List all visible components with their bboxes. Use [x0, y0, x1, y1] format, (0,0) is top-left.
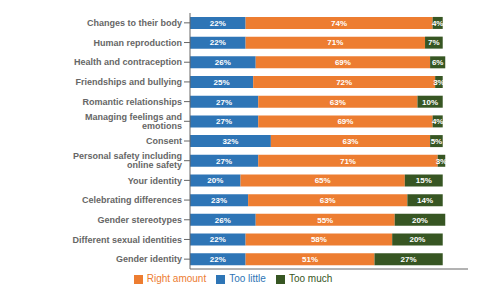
- svg-text:32%: 32%: [222, 137, 238, 146]
- svg-text:22%: 22%: [210, 255, 226, 264]
- svg-text:63%: 63%: [330, 98, 346, 107]
- svg-text:5%: 5%: [431, 137, 443, 146]
- svg-text:74%: 74%: [331, 19, 347, 28]
- html-text:Too much: Too much: [288, 273, 333, 284]
- svg-text:3%: 3%: [436, 157, 448, 166]
- svg-text:26%: 26%: [215, 216, 231, 225]
- svg-text:71%: 71%: [327, 38, 343, 47]
- svg-text:Managing feelings andemotions: Managing feelings andemotions: [85, 112, 182, 131]
- html-text:Too little: Too little: [229, 273, 266, 284]
- svg-text:20%: 20%: [207, 176, 223, 185]
- svg-text:51%: 51%: [302, 255, 318, 264]
- svg-text:71%: 71%: [340, 157, 356, 166]
- svg-text:20%: 20%: [412, 216, 428, 225]
- svg-text:27%: 27%: [216, 98, 232, 107]
- svg-text:20%: 20%: [409, 235, 425, 244]
- svg-text:23%: 23%: [211, 196, 227, 205]
- svg-text:Personal safety includingonlin: Personal safety includingonline safety: [73, 151, 182, 170]
- svg-text:Gender stereotypes: Gender stereotypes: [97, 215, 182, 225]
- svg-text:25%: 25%: [214, 78, 230, 87]
- svg-text:27%: 27%: [401, 255, 417, 264]
- svg-text:Celebrating differences: Celebrating differences: [82, 195, 182, 205]
- svg-text:Consent: Consent: [146, 136, 182, 146]
- svg-text:72%: 72%: [336, 78, 352, 87]
- svg-text:14%: 14%: [417, 196, 433, 205]
- svg-text:7%: 7%: [428, 38, 440, 47]
- svg-text:22%: 22%: [210, 235, 226, 244]
- svg-text:Your identity: Your identity: [128, 176, 182, 186]
- svg-text:Gender identity: Gender identity: [116, 254, 182, 264]
- svg-text:63%: 63%: [320, 196, 336, 205]
- svg-text:26%: 26%: [215, 58, 231, 67]
- svg-text:63%: 63%: [342, 137, 358, 146]
- svg-text:15%: 15%: [416, 176, 432, 185]
- svg-text:Friendships and bullying: Friendships and bullying: [75, 77, 182, 87]
- svg-text:10%: 10%: [422, 98, 438, 107]
- svg-text:4%: 4%: [432, 117, 444, 126]
- svg-text:Different sexual identities: Different sexual identities: [72, 235, 182, 245]
- svg-text:Changes to their body: Changes to their body: [87, 18, 182, 28]
- svg-text:65%: 65%: [315, 176, 331, 185]
- html-text:Right amount: Right amount: [146, 273, 207, 284]
- svg-text:6%: 6%: [432, 58, 444, 67]
- svg-text:Romantic relationships: Romantic relationships: [82, 97, 182, 107]
- svg-text:55%: 55%: [317, 216, 333, 225]
- svg-text:Human reproduction: Human reproduction: [93, 38, 182, 48]
- svg-text:3%: 3%: [433, 78, 445, 87]
- svg-text:22%: 22%: [210, 38, 226, 47]
- svg-text:Health and contraception: Health and contraception: [74, 57, 182, 67]
- svg-text:4%: 4%: [432, 19, 444, 28]
- svg-text:69%: 69%: [337, 117, 353, 126]
- svg-text:58%: 58%: [311, 235, 327, 244]
- svg-text:22%: 22%: [210, 19, 226, 28]
- svg-text:69%: 69%: [335, 58, 351, 67]
- svg-text:27%: 27%: [216, 117, 232, 126]
- svg-text:27%: 27%: [216, 157, 232, 166]
